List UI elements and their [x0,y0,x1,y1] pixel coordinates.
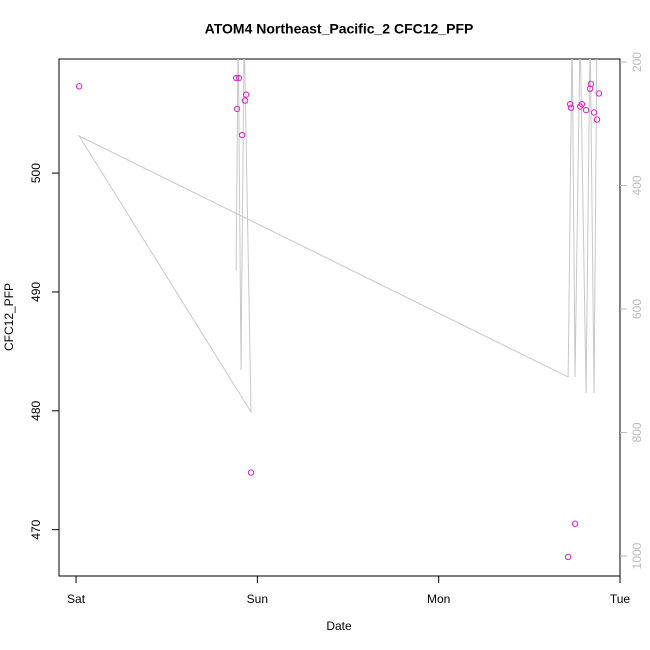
y-tick-label: 500 [29,163,43,183]
point [232,74,240,82]
y2-tick-label: 800 [630,422,644,442]
x-tick-label: Tue [610,592,631,606]
point [564,553,572,561]
y2-tick-label: 1000 [630,542,644,569]
point [593,116,601,123]
point [586,85,594,92]
point [590,109,598,116]
point [571,520,579,527]
y-axis-label: CFC12_PFP [2,283,16,351]
point [238,131,246,139]
line [77,59,598,414]
point [587,80,595,88]
y-tick-label: 470 [29,519,43,539]
point [566,100,574,108]
y-tick-label: 490 [29,282,43,302]
y2-tick-label: 600 [630,299,644,319]
x-tick-label: Sat [67,592,86,606]
point [595,90,603,97]
point [582,106,590,114]
y2-tick-label: 200 [630,52,644,72]
point [578,100,586,108]
point [75,83,83,90]
x-tick-label: Sun [247,592,268,606]
x-tick-label: Mon [427,592,450,606]
chart-title: ATOM4 Northeast_Pacific_2 CFC12_PFP [205,21,474,37]
point [235,74,243,82]
point [247,469,255,476]
point [242,91,250,98]
point [567,104,575,111]
x-axis-label: Date [326,619,352,633]
point [233,105,241,113]
point [241,97,249,104]
plot-frame [58,58,621,577]
y2-tick-label: 400 [630,175,644,195]
y-tick-label: 480 [29,400,43,420]
